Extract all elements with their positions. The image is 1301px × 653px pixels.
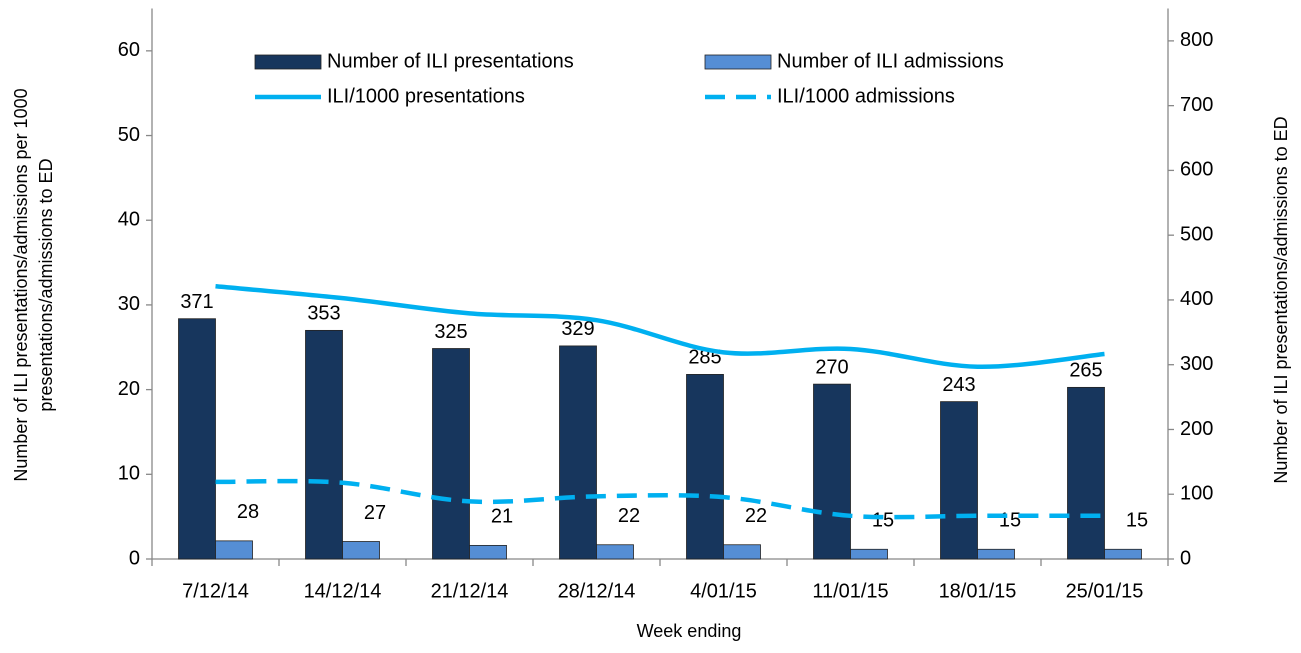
bar: [342, 541, 380, 560]
data-label: 329: [561, 318, 594, 340]
line: [215, 284, 1105, 370]
y-tick-label: 10: [118, 463, 140, 485]
y2-tick-label: 700: [1180, 94, 1213, 116]
y-tick-label: 30: [118, 293, 140, 315]
x-tick-label: 11/01/15: [812, 580, 888, 602]
data-label: 15: [999, 510, 1021, 532]
y2-tick-label: 600: [1180, 159, 1213, 181]
bar: [1067, 386, 1105, 560]
bar: [723, 544, 761, 560]
line: [215, 478, 1105, 520]
y-tick-label: 50: [118, 124, 140, 146]
bar: [178, 318, 216, 560]
bar: [215, 540, 253, 560]
legend-label: Number of ILI admissions: [777, 50, 1004, 72]
legend-swatch: [254, 54, 322, 70]
data-label: 353: [307, 303, 340, 325]
x-axis-title: Week ending: [637, 621, 742, 641]
data-label: 15: [1126, 510, 1148, 532]
legend-label: Number of ILI presentations: [327, 50, 574, 72]
bar: [850, 548, 888, 560]
x-tick-label: 25/01/15: [1066, 580, 1144, 602]
x-tick-label: 4/01/15: [690, 580, 757, 602]
bar: [432, 348, 470, 560]
y-tick-label: 20: [118, 378, 140, 400]
y-axis-title: presentations/admissions to ED: [36, 158, 56, 411]
legend-label: ILI/1000 presentations: [327, 85, 525, 107]
y2-tick-label: 500: [1180, 223, 1213, 245]
bar: [813, 383, 851, 560]
bar: [1104, 548, 1142, 560]
y2-tick-label: 0: [1180, 547, 1191, 569]
x-tick-label: 14/12/14: [304, 580, 382, 602]
x-tick-label: 18/01/15: [939, 580, 1017, 602]
bar: [559, 345, 597, 560]
data-label: 22: [745, 505, 767, 527]
data-label: 27: [364, 502, 386, 524]
y-tick-label: 0: [129, 547, 140, 569]
data-label: 22: [618, 505, 640, 527]
x-tick-label: 21/12/14: [431, 580, 509, 602]
y2-axis-title: Number of ILI presentations/admissions t…: [1271, 116, 1291, 483]
data-label: 265: [1069, 360, 1102, 382]
data-label: 15: [872, 510, 894, 532]
data-label: 371: [180, 291, 213, 313]
bar: [940, 401, 978, 560]
data-label: 21: [491, 506, 513, 528]
y2-tick-label: 400: [1180, 288, 1213, 310]
bar: [977, 548, 1015, 560]
y-tick-label: 60: [118, 39, 140, 61]
y2-tick-label: 100: [1180, 483, 1213, 505]
bar: [305, 329, 343, 560]
data-label: 28: [237, 501, 259, 523]
bar: [469, 544, 507, 560]
x-tick-label: 7/12/14: [182, 580, 249, 602]
y-tick-label: 40: [118, 209, 140, 231]
legend-swatch: [704, 54, 772, 70]
y-axis-title: Number of ILI presentations/admissions p…: [11, 88, 31, 481]
y2-tick-label: 800: [1180, 29, 1213, 51]
data-label: 325: [434, 321, 467, 343]
legend-label: ILI/1000 admissions: [777, 85, 955, 107]
bar: [596, 544, 634, 560]
y2-tick-label: 200: [1180, 418, 1213, 440]
y2-tick-label: 300: [1180, 353, 1213, 375]
bar: [686, 374, 724, 560]
x-tick-label: 28/12/14: [558, 580, 636, 602]
data-label: 270: [815, 356, 848, 378]
data-label: 243: [942, 374, 975, 396]
